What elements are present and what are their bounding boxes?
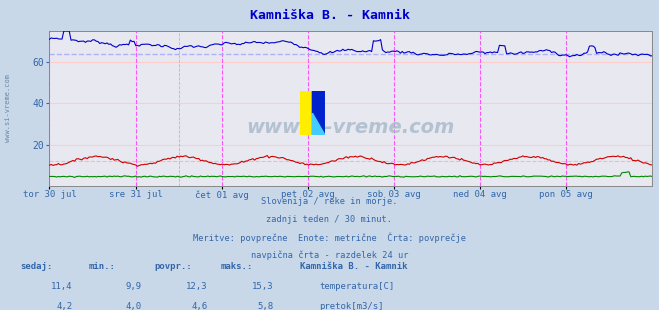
- Text: Meritve: povprečne  Enote: metrične  Črta: povprečje: Meritve: povprečne Enote: metrične Črta:…: [193, 233, 466, 243]
- Polygon shape: [312, 91, 325, 135]
- Text: 4,6: 4,6: [192, 302, 208, 310]
- Text: www.si-vreme.com: www.si-vreme.com: [246, 117, 455, 137]
- Text: temperatura[C]: temperatura[C]: [320, 282, 395, 291]
- Polygon shape: [312, 113, 325, 135]
- Text: min.:: min.:: [89, 262, 116, 271]
- Text: 5,8: 5,8: [258, 302, 273, 310]
- Text: www.si-vreme.com: www.si-vreme.com: [5, 74, 11, 143]
- Text: zadnji teden / 30 minut.: zadnji teden / 30 minut.: [266, 215, 393, 224]
- Text: 4,0: 4,0: [126, 302, 142, 310]
- Text: navpična črta - razdelek 24 ur: navpična črta - razdelek 24 ur: [251, 251, 408, 260]
- Text: maks.:: maks.:: [221, 262, 253, 271]
- Text: sedaj:: sedaj:: [20, 262, 52, 271]
- Text: 15,3: 15,3: [252, 282, 273, 291]
- Bar: [300, 91, 312, 135]
- Polygon shape: [312, 113, 325, 135]
- Text: 11,4: 11,4: [51, 282, 72, 291]
- Text: Kamniška B. - Kamnik: Kamniška B. - Kamnik: [250, 9, 409, 22]
- Text: povpr.:: povpr.:: [155, 262, 192, 271]
- Text: 9,9: 9,9: [126, 282, 142, 291]
- Text: 12,3: 12,3: [186, 282, 208, 291]
- Text: 4,2: 4,2: [57, 302, 72, 310]
- Text: Kamniška B. - Kamnik: Kamniška B. - Kamnik: [300, 262, 407, 271]
- Text: pretok[m3/s]: pretok[m3/s]: [320, 302, 384, 310]
- Text: Slovenija / reke in morje.: Slovenija / reke in morje.: [261, 197, 398, 206]
